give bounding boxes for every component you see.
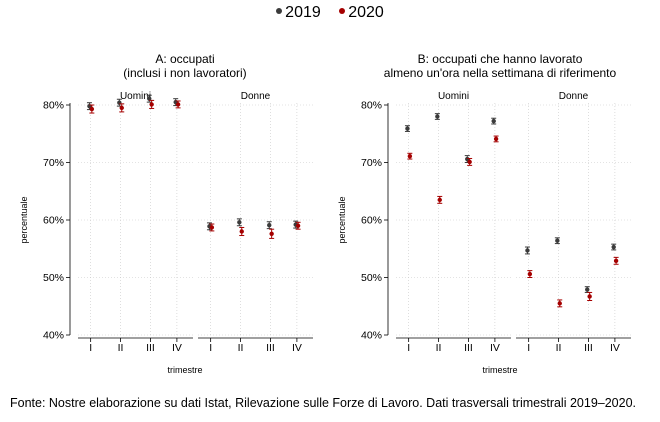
chart-b-point-2019 — [435, 114, 440, 119]
chart-b-x-tick-label: III — [464, 342, 473, 354]
chart-b-x-tick-label: II — [436, 342, 442, 354]
chart-b-subtitle: almeno un'ora nella settimana di riferim… — [384, 66, 617, 80]
chart-a-x-tick-label: II — [238, 342, 244, 354]
chart-b-point-2019 — [405, 126, 410, 131]
legend-marker-2019 — [276, 7, 283, 14]
chart-a-y-tick-label: 70% — [43, 157, 64, 169]
chart-a-point-2019 — [237, 220, 242, 225]
chart-area: A: occupati(inclusi i non lavoratori) 40%… — [19, 52, 631, 375]
chart-b-x-axis-label: trimestre — [482, 365, 517, 375]
chart-b-x-tick-label: II — [556, 342, 562, 354]
chart-b-point-2020 — [467, 159, 472, 165]
chart-b-point-2019 — [611, 244, 616, 250]
chart-a-x-tick-label: I — [209, 342, 212, 354]
chart-a-point-2020 — [209, 225, 215, 230]
chart-b-point-2019 — [525, 248, 530, 253]
chart-a-y-tick-label: 50% — [43, 272, 64, 284]
chart-b-panel-label: Donne — [559, 91, 589, 102]
chart-b-point-2020 — [527, 271, 533, 277]
chart-b-y-tick-label: 60% — [361, 215, 382, 227]
chart-b-point-2019 — [555, 238, 560, 243]
chart-b-point-2020 — [493, 136, 499, 142]
chart-b-point-2020 — [587, 294, 592, 299]
chart-a-subtitle: (inclusi i non lavoratori) — [123, 66, 246, 80]
chart-b-x-tick-label: I — [527, 342, 530, 354]
legend-item-2020: 2020 — [339, 4, 384, 22]
chart-a-panel-label: Donne — [241, 91, 271, 102]
legend-label-2019: 2019 — [285, 4, 321, 21]
chart-a-title: A: occupati — [155, 52, 214, 66]
legend-label-2020: 2020 — [348, 4, 384, 21]
chart-b-x-tick-label: III — [584, 342, 593, 354]
chart-b-x-tick-label: IV — [610, 342, 620, 354]
chart-legend: 2019 2020 — [0, 4, 660, 22]
chart-b-x-tick-label: IV — [490, 342, 500, 354]
chart-b-point-2019 — [585, 287, 590, 292]
chart-a-panel-label: Uomini — [120, 91, 151, 102]
chart-b-y-tick-label: 40% — [361, 330, 382, 342]
chart-a-point-2019 — [267, 222, 272, 228]
legend-item-2019: 2019 — [276, 4, 321, 22]
chart-b-point-2020 — [437, 197, 442, 203]
chart-a-x-tick-label: IV — [292, 342, 302, 354]
chart-a-point-2020 — [175, 102, 181, 107]
chart-b-point-2020 — [613, 258, 619, 264]
chart-a-y-axis-label: percentuale — [19, 196, 29, 243]
legend-marker-2020 — [339, 7, 346, 14]
chart-b-y-tick-label: 80% — [361, 100, 382, 112]
chart-a-x-tick-label: IV — [172, 342, 182, 354]
chart-a-point-2020 — [119, 105, 124, 111]
chart-b-point-2019 — [491, 118, 496, 124]
chart-a-y-tick-label: 80% — [43, 100, 64, 112]
chart-a-point-2020 — [149, 102, 154, 107]
footnote: Fonte: Nostre elaborazione su dati Istat… — [10, 396, 637, 410]
chart-a-point-2020 — [295, 223, 301, 228]
chart-b-y-tick-label: 70% — [361, 157, 382, 169]
chart-b-x-tick-label: I — [407, 342, 410, 354]
chart-a-x-tick-label: III — [266, 342, 275, 354]
chart-a-point-2020 — [89, 106, 95, 112]
chart-a-y-tick-label: 60% — [43, 215, 64, 227]
chart-a-x-tick-label: III — [146, 342, 155, 354]
chart-b-point-2020 — [557, 301, 562, 306]
chart-a-y-tick-label: 40% — [43, 330, 64, 342]
chart-b-y-axis-label: percentuale — [337, 196, 347, 243]
chart-a-x-tick-label: II — [118, 342, 124, 354]
chart-a-point-2020 — [269, 231, 274, 236]
chart-b-y-tick-label: 50% — [361, 272, 382, 284]
chart-a-x-tick-label: I — [89, 342, 92, 354]
chart-a-point-2019 — [147, 96, 152, 101]
chart-b-title: B: occupati che hanno lavorato — [418, 52, 583, 66]
chart-a-x-axis-label: trimestre — [167, 365, 202, 375]
chart-b-panel-label: Uomini — [438, 91, 469, 102]
chart-a-point-2020 — [239, 229, 244, 234]
chart-b-point-2020 — [407, 153, 413, 159]
chart-b-point-2019 — [465, 156, 470, 162]
